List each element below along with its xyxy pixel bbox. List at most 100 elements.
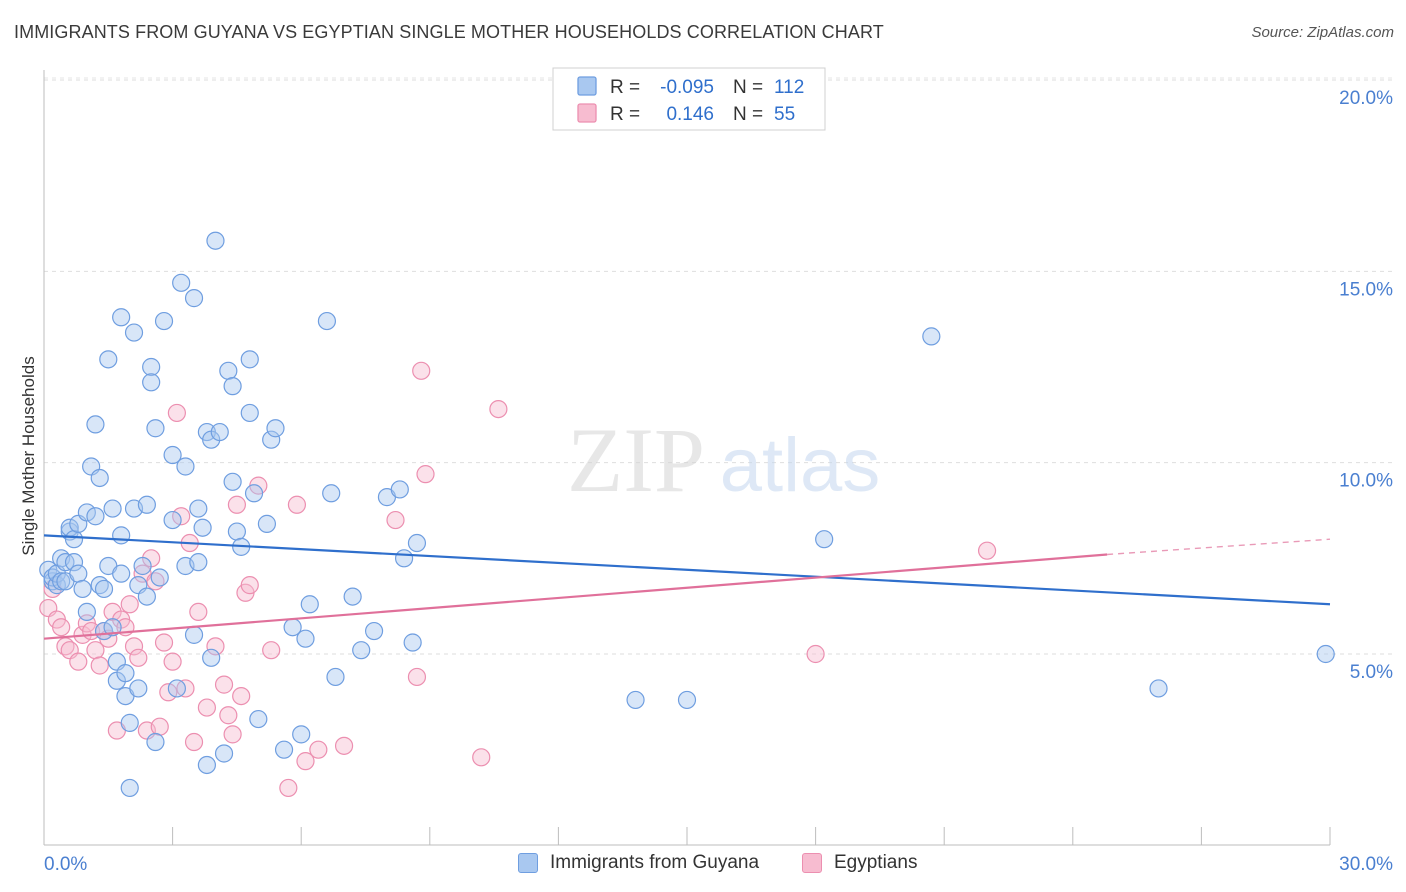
data-point-guyana — [227, 522, 246, 541]
data-point-guyana — [257, 514, 277, 533]
data-point-guyana — [407, 533, 427, 553]
data-point-egyptians — [167, 403, 186, 423]
data-point-guyana — [197, 755, 216, 775]
legend-item-guyana: Immigrants from Guyana — [518, 852, 759, 874]
data-point-guyana — [146, 419, 165, 438]
data-point-egyptians — [150, 717, 169, 736]
data-point-guyana — [249, 709, 268, 729]
y-axis-label: Single Mother Households — [19, 356, 38, 555]
legend-r-label: R = — [610, 104, 640, 125]
data-point-egyptians — [407, 667, 427, 687]
data-point-guyana — [922, 327, 941, 346]
data-point-egyptians — [69, 652, 88, 671]
data-point-guyana — [240, 350, 259, 369]
data-point-guyana — [300, 595, 319, 614]
data-point-guyana — [184, 625, 204, 644]
data-point-guyana — [364, 621, 384, 641]
trend-line-guyana — [43, 534, 1331, 606]
data-point-guyana — [124, 323, 144, 342]
data-point-guyana — [210, 422, 229, 442]
data-point-egyptians — [189, 602, 208, 622]
data-point-guyana — [52, 572, 71, 591]
data-point-guyana — [206, 231, 225, 250]
data-point-guyana — [352, 641, 371, 660]
data-point-egyptians — [120, 595, 139, 614]
data-point-egyptians — [184, 732, 204, 752]
legend-swatch-guyana — [577, 76, 597, 96]
data-point-guyana — [240, 403, 259, 423]
legend-n-label: N = — [733, 77, 763, 98]
data-point-egyptians — [227, 495, 246, 514]
trend-line-egyptians — [43, 553, 1108, 640]
x-tick-label: 30.0% — [1339, 854, 1393, 875]
series-egyptians — [39, 361, 997, 798]
data-point-guyana — [112, 526, 131, 545]
watermark-atlas: atlas — [720, 423, 881, 508]
data-point-guyana — [112, 308, 131, 327]
data-point-guyana — [202, 648, 221, 667]
trend-line-egyptians-extension — [1107, 538, 1331, 556]
data-point-guyana — [296, 629, 315, 648]
data-point-egyptians — [90, 656, 109, 675]
data-point-egyptians — [197, 698, 216, 717]
data-point-guyana — [176, 457, 195, 476]
data-point-guyana — [317, 311, 337, 331]
data-point-guyana — [184, 289, 204, 308]
series-legend: Immigrants from Guyana Egyptians — [0, 852, 1406, 878]
data-point-guyana — [120, 713, 139, 732]
data-point-guyana — [86, 415, 105, 434]
data-point-egyptians — [472, 748, 491, 767]
data-point-guyana — [292, 725, 311, 744]
data-point-guyana — [626, 690, 645, 710]
y-tick-label: 5.0% — [1350, 662, 1393, 683]
data-point-guyana — [77, 503, 96, 522]
data-point-guyana — [274, 740, 294, 759]
tick-labels: 5.0% 10.0% 15.0% 20.0% 0.0% 30.0% — [44, 88, 1393, 875]
data-point-guyana — [142, 357, 161, 377]
data-point-egyptians — [309, 740, 328, 759]
data-point-guyana — [189, 499, 208, 518]
data-point-guyana — [189, 553, 208, 572]
legend-n-value: 112 — [774, 77, 804, 98]
data-point-guyana — [214, 744, 234, 763]
data-point-guyana — [120, 778, 139, 798]
axes — [43, 70, 1331, 846]
legend-item-egyptians: Egyptians — [802, 852, 917, 874]
data-point-egyptians — [219, 706, 238, 725]
data-point-guyana — [64, 530, 84, 549]
data-point-egyptians — [334, 736, 354, 755]
data-point-egyptians — [232, 686, 251, 706]
data-point-guyana — [129, 679, 148, 698]
data-point-guyana — [77, 602, 96, 622]
data-point-guyana — [403, 633, 422, 652]
data-point-egyptians — [262, 641, 281, 660]
data-point-egyptians — [223, 725, 242, 744]
data-point-egyptians — [296, 752, 315, 771]
data-point-guyana — [244, 484, 264, 503]
data-point-guyana — [219, 361, 238, 380]
legend-r-value: -0.095 — [660, 77, 714, 98]
data-point-guyana — [193, 518, 212, 537]
data-point-guyana — [99, 350, 118, 369]
data-point-guyana — [142, 373, 161, 392]
watermark-zip: ZIP — [567, 409, 705, 511]
data-point-guyana — [90, 468, 109, 488]
data-point-guyana — [69, 564, 88, 583]
correlation-legend: R = -0.095 N = 112 R = 0.146 N = 55 — [552, 67, 826, 131]
legend-n-label: N = — [733, 104, 763, 125]
data-point-egyptians — [240, 576, 259, 595]
data-point-egyptians — [154, 633, 174, 652]
data-point-egyptians — [163, 652, 182, 671]
data-point-guyana — [266, 419, 285, 438]
legend-box — [552, 67, 826, 131]
data-point-guyana — [64, 553, 84, 572]
data-point-egyptians — [52, 618, 71, 637]
data-point-guyana — [163, 510, 182, 530]
y-tick-label: 15.0% — [1339, 279, 1393, 300]
data-point-egyptians — [172, 507, 191, 526]
data-point-egyptians — [412, 361, 431, 380]
source-attribution: Source: ZipAtlas.com — [1251, 24, 1394, 41]
legend-swatch-guyana — [518, 853, 538, 873]
data-point-guyana — [103, 499, 122, 518]
